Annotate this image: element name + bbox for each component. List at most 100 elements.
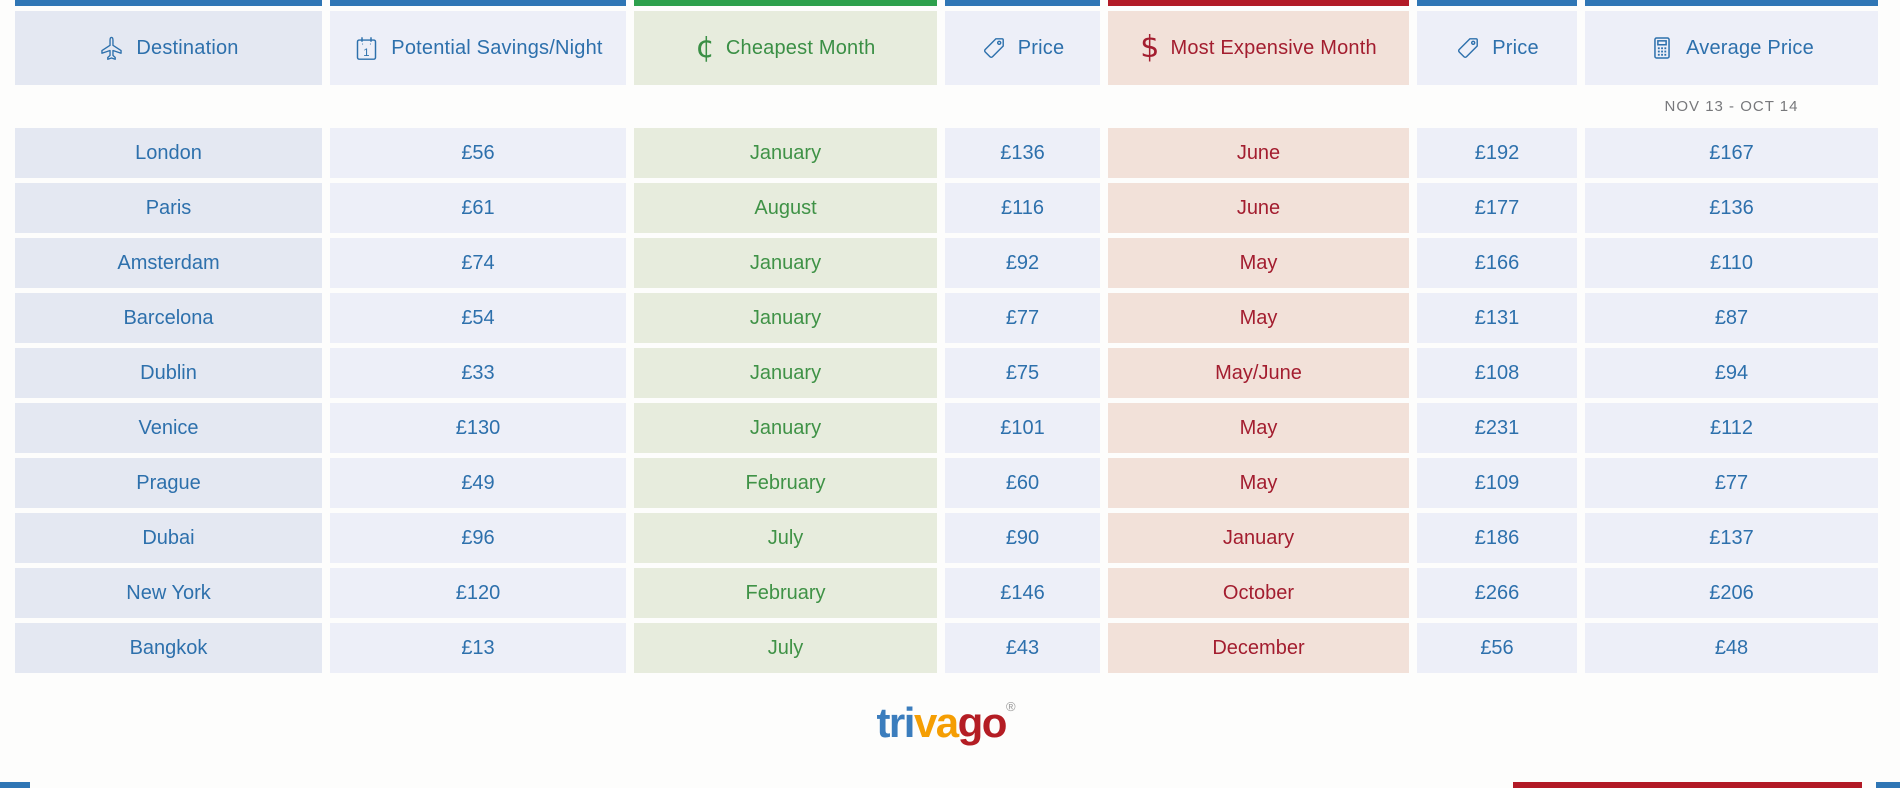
- value-cell: £130: [330, 403, 626, 453]
- destination-cell: London: [15, 128, 322, 178]
- column-top-bar-price-high: [1417, 0, 1577, 6]
- value-cell: £74: [330, 238, 626, 288]
- period-label-container: NOV 13 - OCT 14: [1585, 90, 1878, 123]
- value-cell: £166: [1417, 238, 1577, 288]
- value-cell: January: [634, 238, 937, 288]
- value-cell: £131: [1417, 293, 1577, 343]
- value-cell: £116: [945, 183, 1100, 233]
- calendar-icon: 1: [353, 35, 380, 62]
- value-cell: £108: [1417, 348, 1577, 398]
- value-cell: February: [634, 458, 937, 508]
- column-top-bar-price-low: [945, 0, 1100, 6]
- value-cell: £43: [945, 623, 1100, 673]
- column-header-savings: 1 Potential Savings/Night: [330, 11, 626, 85]
- value-cell: £94: [1585, 348, 1878, 398]
- destination-cell: Bangkok: [15, 623, 322, 673]
- price-comparison-table: Destination 1 Potential Savings/Night ¢ …: [15, 0, 1878, 673]
- value-cell: October: [1108, 568, 1409, 618]
- destination-cell: New York: [15, 568, 322, 618]
- value-cell: May: [1108, 403, 1409, 453]
- value-cell: £109: [1417, 458, 1577, 508]
- column-header-label: Destination: [136, 36, 239, 59]
- dollar-icon: $: [1140, 30, 1160, 65]
- column-top-bar-cheapest-month: [634, 0, 937, 6]
- trivago-logo-part-tri: tri: [876, 699, 915, 746]
- value-cell: May/June: [1108, 348, 1409, 398]
- destination-cell: Paris: [15, 183, 322, 233]
- value-cell: £92: [945, 238, 1100, 288]
- period-label: NOV 13 - OCT 14: [1664, 98, 1799, 115]
- column-header-destination: Destination: [15, 11, 322, 85]
- price-table: Destination 1 Potential Savings/Night ¢ …: [15, 0, 1878, 673]
- trivago-logo-part-go: go: [957, 699, 1008, 746]
- column-top-bar-savings: [330, 0, 626, 6]
- value-cell: £136: [945, 128, 1100, 178]
- cropped-next-section-bar-left: [0, 782, 30, 788]
- svg-text:1: 1: [364, 46, 370, 58]
- column-top-bar-average-price: [1585, 0, 1878, 6]
- value-cell: May: [1108, 293, 1409, 343]
- trivago-logo: trivago®: [876, 700, 1015, 744]
- value-cell: £186: [1417, 513, 1577, 563]
- column-top-bar-expensive-month: [1108, 0, 1409, 6]
- calculator-icon: [1649, 35, 1675, 61]
- destination-cell: Barcelona: [15, 293, 322, 343]
- value-cell: £61: [330, 183, 626, 233]
- column-header-expensive-month: $ Most Expensive Month: [1108, 11, 1409, 85]
- value-cell: January: [634, 348, 937, 398]
- trivago-logo-part-va: va: [913, 699, 959, 746]
- column-header-label: Most Expensive Month: [1170, 36, 1377, 59]
- value-cell: December: [1108, 623, 1409, 673]
- value-cell: January: [634, 403, 937, 453]
- value-cell: £120: [330, 568, 626, 618]
- value-cell: £56: [330, 128, 626, 178]
- value-cell: January: [634, 128, 937, 178]
- value-cell: June: [1108, 183, 1409, 233]
- column-header-label: Cheapest Month: [725, 36, 876, 59]
- column-header-price-low: Price: [945, 11, 1100, 85]
- value-cell: £206: [1585, 568, 1878, 618]
- value-cell: August: [634, 183, 937, 233]
- value-cell: £77: [945, 293, 1100, 343]
- value-cell: £13: [330, 623, 626, 673]
- value-cell: £48: [1585, 623, 1878, 673]
- value-cell: £192: [1417, 128, 1577, 178]
- column-header-label: Price: [1017, 36, 1065, 59]
- value-cell: £136: [1585, 183, 1878, 233]
- value-cell: £90: [945, 513, 1100, 563]
- column-header-price-high: Price: [1417, 11, 1577, 85]
- value-cell: May: [1108, 238, 1409, 288]
- value-cell: January: [1108, 513, 1409, 563]
- column-header-label: Potential Savings/Night: [391, 36, 603, 59]
- cent-icon: ¢: [695, 30, 715, 65]
- value-cell: £56: [1417, 623, 1577, 673]
- value-cell: £266: [1417, 568, 1577, 618]
- column-top-bar-destination: [15, 0, 322, 6]
- value-cell: £231: [1417, 403, 1577, 453]
- price-tag-icon: [981, 35, 1007, 61]
- column-header-label: Price: [1492, 36, 1539, 59]
- value-cell: £112: [1585, 403, 1878, 453]
- value-cell: £137: [1585, 513, 1878, 563]
- destination-cell: Venice: [15, 403, 322, 453]
- destination-cell: Dublin: [15, 348, 322, 398]
- value-cell: July: [634, 513, 937, 563]
- value-cell: £49: [330, 458, 626, 508]
- column-header-average-price: Average Price: [1585, 11, 1878, 85]
- value-cell: £146: [945, 568, 1100, 618]
- value-cell: £110: [1585, 238, 1878, 288]
- price-tag-icon: [1455, 35, 1481, 61]
- destination-cell: Dubai: [15, 513, 322, 563]
- value-cell: July: [634, 623, 937, 673]
- value-cell: £96: [330, 513, 626, 563]
- value-cell: £101: [945, 403, 1100, 453]
- registered-trademark-symbol: ®: [1005, 699, 1016, 714]
- destination-cell: Amsterdam: [15, 238, 322, 288]
- value-cell: £167: [1585, 128, 1878, 178]
- value-cell: £54: [330, 293, 626, 343]
- value-cell: £60: [945, 458, 1100, 508]
- value-cell: January: [634, 293, 937, 343]
- value-cell: £77: [1585, 458, 1878, 508]
- value-cell: £33: [330, 348, 626, 398]
